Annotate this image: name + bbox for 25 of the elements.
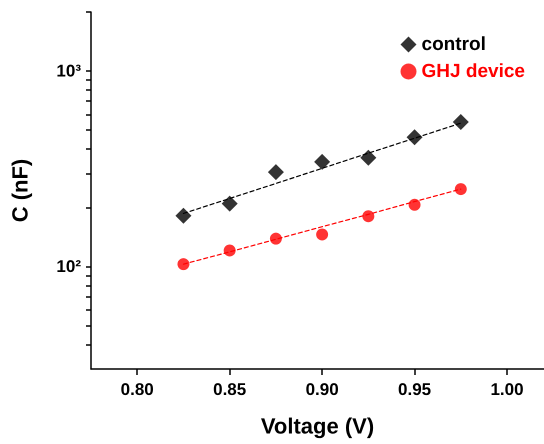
legend-label: GHJ device <box>422 61 525 82</box>
point <box>177 258 190 270</box>
x-tick-label: 0.85 <box>213 380 246 399</box>
point <box>360 150 376 166</box>
point <box>314 154 330 170</box>
x-tick-label: 0.95 <box>398 380 432 399</box>
point <box>406 129 423 146</box>
y-tick-label: 10³ <box>56 61 82 80</box>
x-tick-label: 0.90 <box>306 380 339 399</box>
point <box>362 210 374 222</box>
point <box>222 196 238 212</box>
point <box>408 198 421 211</box>
x-tick-label: 0.80 <box>120 380 154 399</box>
point <box>454 183 467 196</box>
x-axis-title: Voltage (V) <box>260 414 374 438</box>
point <box>175 208 192 224</box>
point <box>268 164 284 180</box>
x-tick-label: 1.00 <box>490 380 524 399</box>
point <box>452 114 469 130</box>
point <box>270 232 282 245</box>
y-axis-title: C (nF) <box>8 158 32 222</box>
legend-label: control <box>422 34 486 55</box>
point <box>316 228 328 240</box>
y-tick-label: 10² <box>56 257 82 276</box>
point <box>224 244 236 256</box>
